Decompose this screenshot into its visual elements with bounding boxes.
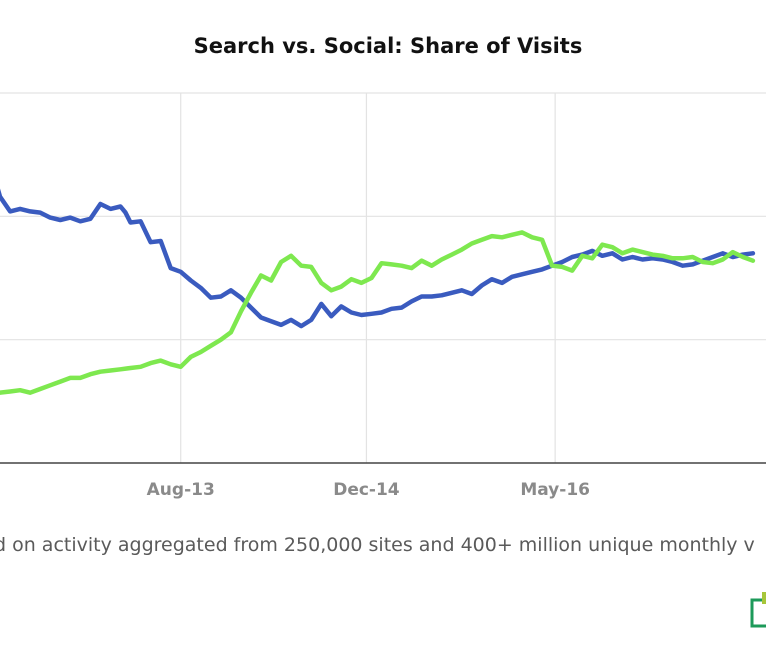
x-tick-label: Dec-14 xyxy=(333,480,400,500)
x-tick-label: May-16 xyxy=(520,480,590,500)
chart-footnote: d on activity aggregated from 250,000 si… xyxy=(0,534,755,556)
series-line-social xyxy=(0,230,756,395)
x-tick-label: Aug-13 xyxy=(147,480,215,500)
chart-title: Search vs. Social: Share of Visits xyxy=(193,34,583,58)
brand-logo-icon xyxy=(750,592,766,628)
series-line-search xyxy=(0,188,756,329)
